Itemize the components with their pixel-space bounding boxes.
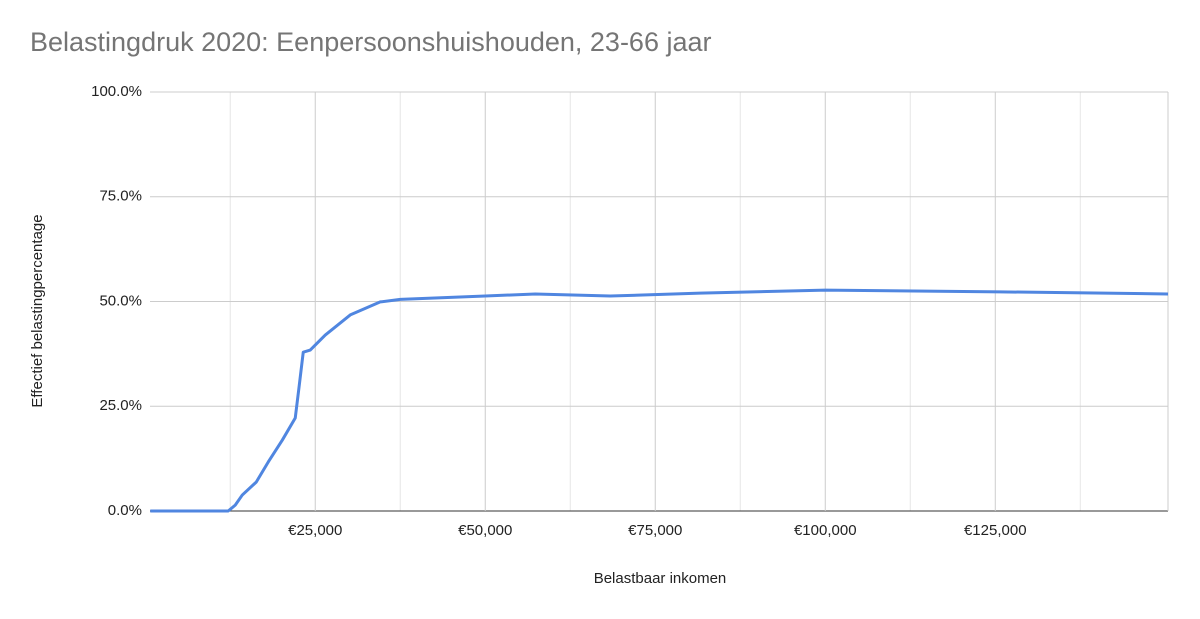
x-tick-label: €50,000 bbox=[458, 522, 512, 539]
x-axis-title: Belastbaar inkomen bbox=[594, 570, 727, 587]
line bbox=[150, 288, 1169, 513]
y-tick-label: 100.0% bbox=[91, 83, 142, 100]
y-tick-label: 75.0% bbox=[99, 188, 142, 205]
y-tick-label: 0.0% bbox=[108, 502, 142, 519]
x-tick-label: €75,000 bbox=[628, 522, 682, 539]
x-tick-label: €100,000 bbox=[794, 522, 857, 539]
x-tick-label: €125,000 bbox=[964, 522, 1027, 539]
y-axis-title: Effectief belastingpercentage bbox=[29, 214, 46, 407]
y-tick-label: 25.0% bbox=[99, 397, 142, 414]
y-tick-label: 50.0% bbox=[99, 292, 142, 309]
x-tick-label: €25,000 bbox=[288, 522, 342, 539]
chart-title: Belastingdruk 2020: Eenpersoonshuishoude… bbox=[30, 27, 712, 57]
